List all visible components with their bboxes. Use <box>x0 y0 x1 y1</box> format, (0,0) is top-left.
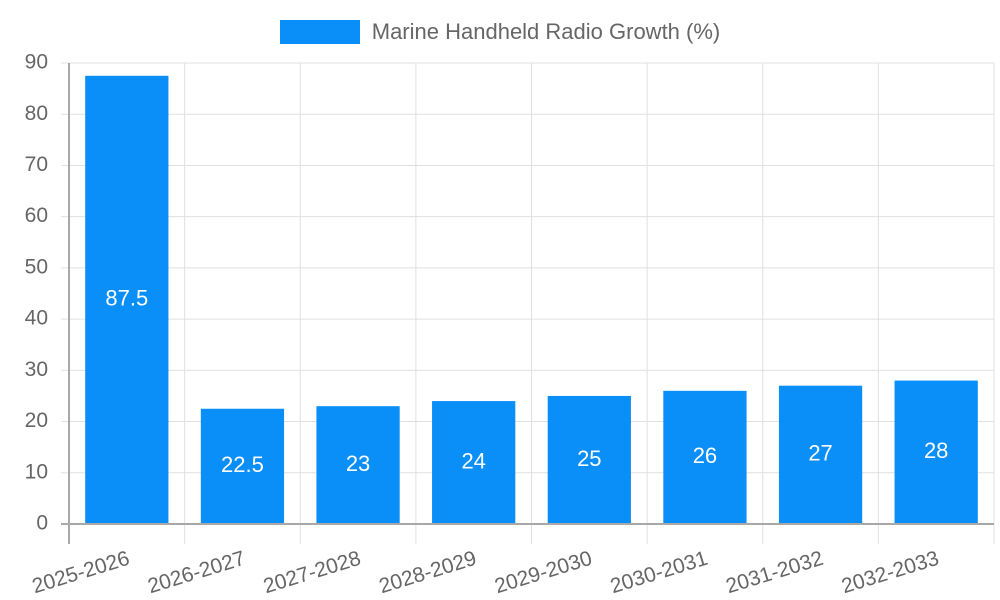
bar-value-label: 27 <box>808 441 832 466</box>
x-tick-label: 2027-2028 <box>261 547 364 598</box>
y-tick-label: 90 <box>25 51 48 74</box>
x-axis-ticks: 2025-2026 2026-2027 2027-2028 2028-2029 2029… <box>30 547 942 598</box>
bar-value-label: 24 <box>461 448 485 473</box>
y-tick-label: 30 <box>25 358 48 381</box>
x-tick-label: 2025-2026 <box>30 547 133 598</box>
bar[interactable] <box>85 75 169 525</box>
bar-value-label: 28 <box>924 438 948 463</box>
x-tick-label: 2026-2027 <box>145 547 248 598</box>
y-tick-label: 60 <box>25 204 48 227</box>
legend-label: Marine Handheld Radio Growth (%) <box>371 19 721 44</box>
y-tick-label: 50 <box>25 255 48 278</box>
x-tick-label: 2029-2030 <box>492 547 595 598</box>
chart-legend: Marine Handheld Radio Growth (%) <box>0 19 1000 44</box>
bar[interactable] <box>894 380 978 524</box>
y-tick-label: 20 <box>25 409 48 432</box>
bar[interactable] <box>316 406 400 524</box>
bars: 87.5 22.5 23 24 25 26 27 28 <box>85 75 978 525</box>
x-tick-label: 2030-2031 <box>608 547 711 598</box>
y-tick-label: 0 <box>36 512 48 535</box>
bar[interactable] <box>432 401 516 524</box>
x-tick-label: 2032-2033 <box>839 547 942 598</box>
x-tick-label: 2031-2032 <box>723 547 826 598</box>
bar-value-label: 25 <box>577 446 601 471</box>
y-tick-label: 10 <box>25 460 48 483</box>
bar[interactable] <box>778 385 863 524</box>
y-tick-label: 40 <box>25 307 48 330</box>
y-tick-label: 70 <box>25 153 48 176</box>
axes <box>61 63 994 544</box>
bar[interactable] <box>663 390 747 524</box>
bar[interactable] <box>200 408 285 524</box>
legend-swatch[interactable] <box>279 20 360 44</box>
bar-value-label: 23 <box>346 451 370 476</box>
bar[interactable] <box>547 395 631 524</box>
y-tick-label: 80 <box>25 102 48 125</box>
bar-value-label: 22.5 <box>221 452 264 477</box>
grid-lines <box>61 62 995 544</box>
bar-value-label: 26 <box>693 443 717 468</box>
x-tick-label: 2028-2029 <box>376 547 479 598</box>
y-axis-ticks: 0 10 20 30 40 50 60 70 80 90 <box>25 51 48 535</box>
bar-value-label: 87.5 <box>105 286 148 311</box>
